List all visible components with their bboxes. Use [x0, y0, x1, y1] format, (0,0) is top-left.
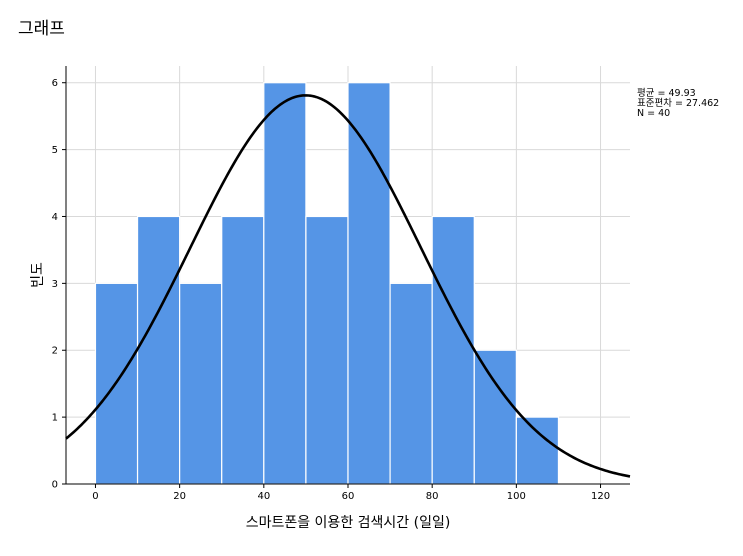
y-tick-label: 0 [52, 480, 58, 491]
histogram-bar [347, 82, 391, 485]
histogram-bar [221, 215, 265, 485]
histogram-bar [515, 416, 560, 485]
y-tick-label: 2 [52, 346, 58, 357]
stats-n: N = 40 [637, 108, 670, 119]
x-tick-label: 60 [342, 491, 355, 502]
y-axis-ticks: 0 1 2 3 4 5 6 [52, 78, 66, 491]
y-tick-label: 3 [52, 279, 58, 290]
histogram-bar [431, 215, 475, 485]
histogram-bar [179, 282, 223, 485]
x-tick-label: 40 [257, 491, 270, 502]
page-title: 그래프 [18, 19, 65, 39]
x-axis-ticks: 0 20 40 60 80 100 120 [92, 484, 610, 502]
normal-curve [65, 94, 631, 478]
histogram-bar [473, 349, 517, 485]
stats-legend: 평균 = 49.93 표준편차 = 27.462 N = 40 [637, 88, 719, 119]
histogram-bar [136, 215, 181, 485]
x-tick-label: 80 [426, 491, 439, 502]
y-tick-label: 4 [52, 212, 58, 223]
x-tick-label: 120 [591, 491, 610, 502]
y-axis-label: 빈도 [30, 262, 46, 288]
x-tick-label: 20 [173, 491, 186, 502]
y-tick-label: 5 [52, 145, 58, 156]
stats-mean: 평균 = 49.93 [637, 88, 696, 99]
x-tick-label: 0 [92, 491, 98, 502]
y-tick-label: 1 [52, 413, 58, 424]
x-tick-label: 100 [507, 491, 526, 502]
histogram-bar [263, 82, 307, 485]
stats-sd: 표준편차 = 27.462 [637, 97, 719, 109]
histogram-bar [305, 215, 349, 485]
y-tick-label: 6 [52, 78, 58, 89]
x-axis-label: 스마트폰을 이용한 검색시간 (일일) [246, 515, 451, 531]
histogram-bar [389, 282, 433, 485]
